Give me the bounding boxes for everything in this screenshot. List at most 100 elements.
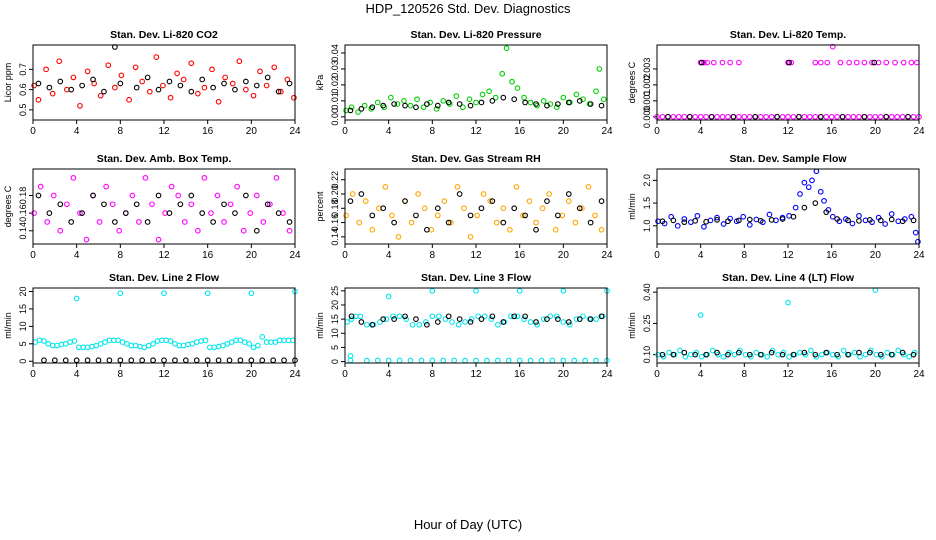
data-point — [267, 201, 273, 208]
data-point — [415, 191, 421, 197]
data-point — [565, 198, 572, 204]
data-point — [37, 183, 44, 190]
data-point — [168, 183, 175, 190]
data-point — [565, 191, 572, 197]
data-point — [56, 58, 63, 65]
data-point — [422, 319, 429, 325]
x-tick-label: 20 — [870, 250, 882, 261]
data-point — [766, 211, 773, 218]
data-point — [719, 59, 726, 66]
data-point — [539, 205, 546, 212]
y-axis-label: ml/min — [627, 193, 637, 220]
data-point — [193, 357, 200, 364]
data-point — [348, 104, 355, 111]
y-axis-label: ml/min — [315, 312, 325, 339]
data-point — [273, 174, 280, 181]
data-point — [596, 66, 603, 72]
data-point — [779, 113, 786, 120]
y-tick-label: 0.14 — [330, 228, 340, 246]
data-point — [177, 82, 184, 89]
series-3 — [347, 357, 610, 364]
data-point — [694, 212, 701, 219]
data-point — [768, 217, 775, 223]
data-point — [385, 357, 392, 364]
panel-7: Stan. Dev. Line 2 Flow 0 4 8 12 16 20 24 0 5 10 15 2… — [3, 272, 301, 380]
data-point — [232, 210, 238, 216]
data-point — [788, 59, 795, 66]
data-point — [910, 351, 917, 358]
data-point — [358, 319, 365, 325]
data-point — [796, 113, 802, 120]
data-point — [424, 226, 430, 233]
data-point — [829, 43, 836, 50]
data-point — [895, 347, 902, 354]
data-point — [785, 113, 791, 120]
data-point — [580, 313, 586, 320]
data-point — [424, 101, 430, 107]
x-tick-label: 24 — [601, 369, 613, 380]
x-tick-label: 8 — [430, 126, 436, 137]
data-point — [343, 212, 349, 219]
data-point — [785, 299, 791, 306]
data-point — [508, 313, 514, 320]
data-point — [861, 113, 868, 120]
data-point — [540, 98, 547, 104]
data-point — [670, 217, 677, 224]
data-point — [899, 113, 906, 120]
x-tick-label: 16 — [514, 126, 526, 137]
data-point — [741, 113, 748, 120]
data-point — [666, 349, 672, 356]
data-point — [740, 213, 747, 220]
data-point — [117, 290, 124, 297]
data-point — [526, 198, 533, 204]
data-point — [565, 319, 572, 325]
data-point — [746, 222, 753, 228]
series-3 — [665, 59, 911, 120]
panel-3: Stan. Dev. Li-820 Temp.0 4 8 12 16 20 240.0000… — [627, 29, 925, 137]
data-point — [237, 357, 244, 364]
data-point — [576, 205, 583, 212]
data-point — [500, 319, 507, 325]
series-2 — [73, 288, 298, 302]
x-tick-label: 4 — [386, 126, 392, 137]
data-point — [226, 357, 233, 364]
data-point — [790, 213, 797, 220]
data-point — [736, 59, 742, 66]
data-point — [731, 351, 738, 358]
data-point — [489, 198, 496, 204]
data-point — [697, 312, 704, 318]
data-point — [467, 319, 474, 325]
data-point — [79, 82, 85, 89]
data-point — [380, 205, 387, 212]
data-point — [347, 357, 354, 364]
data-point — [486, 88, 492, 95]
data-point — [240, 227, 247, 234]
data-point — [402, 102, 408, 109]
y-axis-label: percent — [315, 191, 325, 222]
data-point — [850, 113, 857, 120]
data-point — [270, 357, 277, 364]
x-tick-label: 16 — [202, 126, 214, 137]
data-point — [670, 113, 677, 120]
data-point — [133, 201, 140, 208]
data-point — [752, 113, 759, 120]
data-point — [456, 101, 463, 107]
series-1 — [31, 174, 293, 243]
data-point — [462, 357, 468, 364]
y-tick-label: 0.03 — [330, 60, 340, 78]
data-point — [549, 357, 556, 364]
panel-title: Stan. Dev. Line 4 (LT) Flow — [722, 272, 855, 284]
data-point — [527, 357, 534, 364]
x-tick-label: 20 — [246, 369, 258, 380]
data-point — [565, 99, 572, 106]
panel-title: Stan. Dev. Li-820 Pressure — [410, 29, 541, 41]
data-point — [215, 357, 222, 364]
data-point — [62, 357, 69, 364]
data-point — [489, 98, 496, 104]
data-point — [681, 219, 688, 226]
data-point — [286, 80, 293, 87]
data-point — [883, 113, 890, 120]
data-point — [553, 313, 560, 320]
data-point — [395, 234, 402, 240]
data-point — [753, 349, 760, 356]
